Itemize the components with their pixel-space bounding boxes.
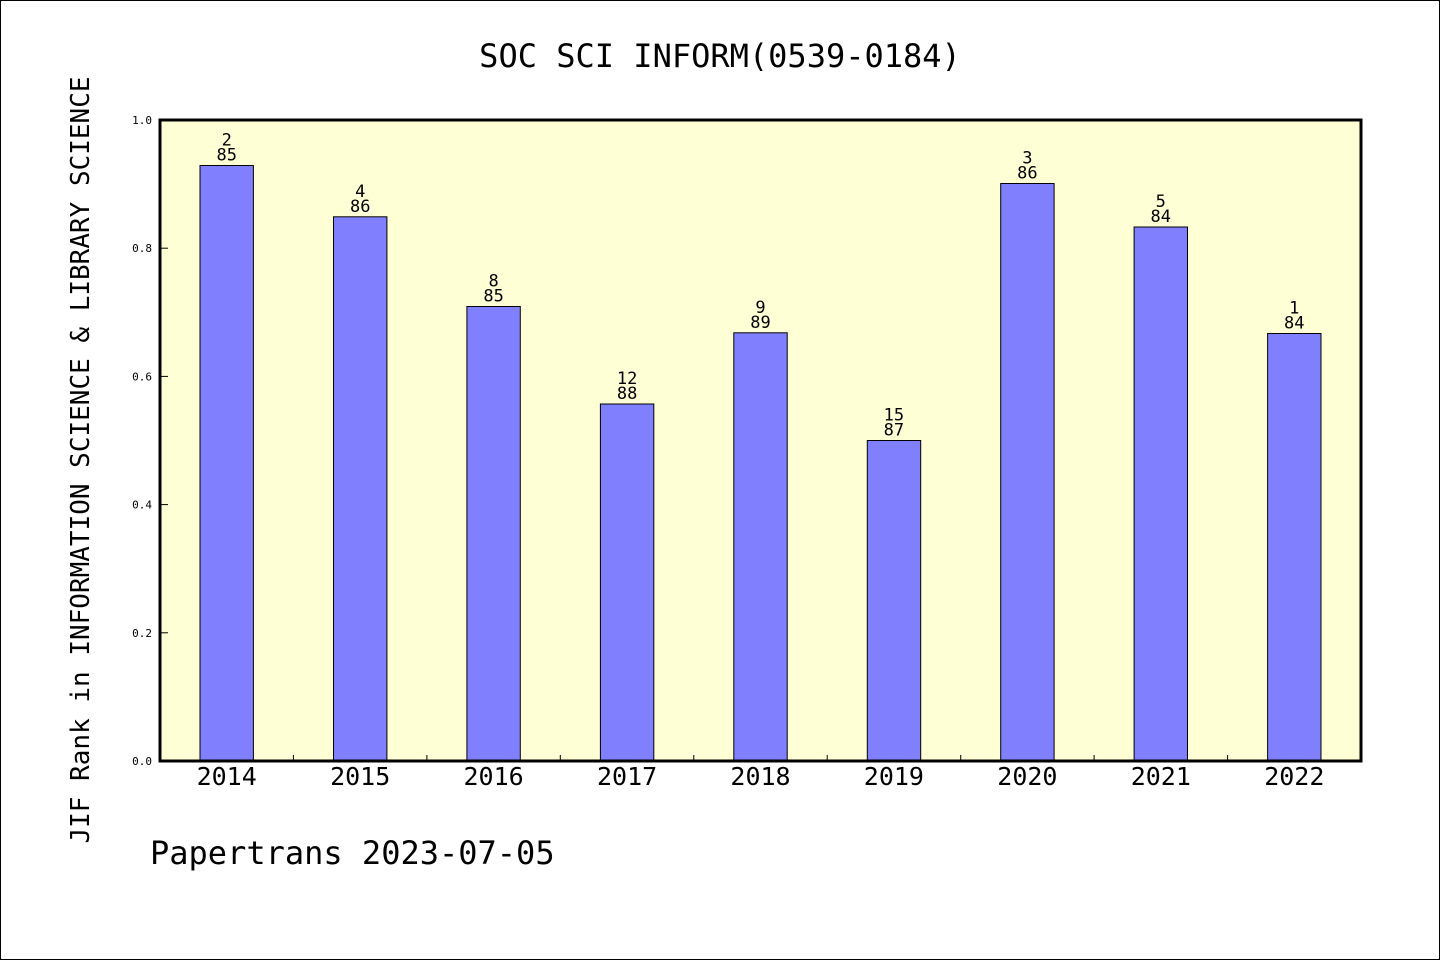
x-axis-ticks: 2014 2015 2016 2017 2018 2019 2020 2021 2022 [197,755,1324,791]
rank-label-2015: 4 [355,182,365,202]
bar-2018 [733,332,788,762]
x-tick-label-2022: 2022 [1264,762,1324,791]
bar-2015 [333,216,388,762]
total-label-2019: 87 [884,421,904,441]
rank-label-2020: 3 [1022,149,1032,169]
rank-label-2018: 9 [755,298,765,318]
x-tick-label-2019: 2019 [864,762,924,791]
total-label-2014: 85 [216,146,236,166]
total-label-2015: 86 [350,197,370,217]
bar-2020 [1000,183,1055,762]
total-label-2020: 86 [1017,164,1037,184]
y-tick-label-0.8: 0.8 [132,242,152,255]
x-tick-label-2021: 2021 [1131,762,1191,791]
rank-label-2022: 1 [1289,299,1299,319]
y-tick-label-0.4: 0.4 [132,499,152,512]
y-tick-label-0.6: 0.6 [132,370,152,383]
bar-2021 [1133,226,1188,762]
total-label-2021: 84 [1151,207,1171,227]
y-tick-label-1.0: 1.0 [132,114,152,127]
footer-credit: Papertrans 2023-07-05 [150,834,555,872]
y-tick-label-0.2: 0.2 [132,627,152,640]
x-tick-label-2018: 2018 [730,762,790,791]
bar-2017 [599,403,655,762]
x-tick-label-2015: 2015 [330,762,390,791]
rank-label-2017: 12 [617,369,637,389]
rank-label-2021: 5 [1156,192,1166,212]
bar-2016 [466,306,521,762]
total-label-2022: 84 [1284,314,1304,334]
total-label-2017: 88 [617,384,637,404]
chart-title: SOC SCI INFORM(0539-0184) [479,37,961,75]
bar-2014 [199,165,254,762]
bars-layer [199,165,1322,762]
bar-2022 [1267,333,1322,762]
x-tick-label-2016: 2016 [463,762,523,791]
y-axis-label: JIF Rank in INFORMATION SCIENCE & LIBRAR… [66,76,96,843]
rank-label-2016: 8 [488,272,498,292]
x-tick-label-2017: 2017 [597,762,657,791]
rank-label-2019: 15 [884,406,904,426]
y-axis-ticks: 0.0 0.2 0.4 0.6 0.8 1.0 [132,114,168,768]
bar-2019 [866,440,922,762]
x-tick-label-2020: 2020 [997,762,1057,791]
total-label-2016: 85 [483,287,503,307]
plot-frame [158,118,1363,763]
total-label-2018: 89 [750,313,770,333]
y-tick-label-0.0: 0.0 [132,755,152,768]
rank-label-2014: 2 [222,131,232,151]
x-tick-label-2014: 2014 [197,762,257,791]
